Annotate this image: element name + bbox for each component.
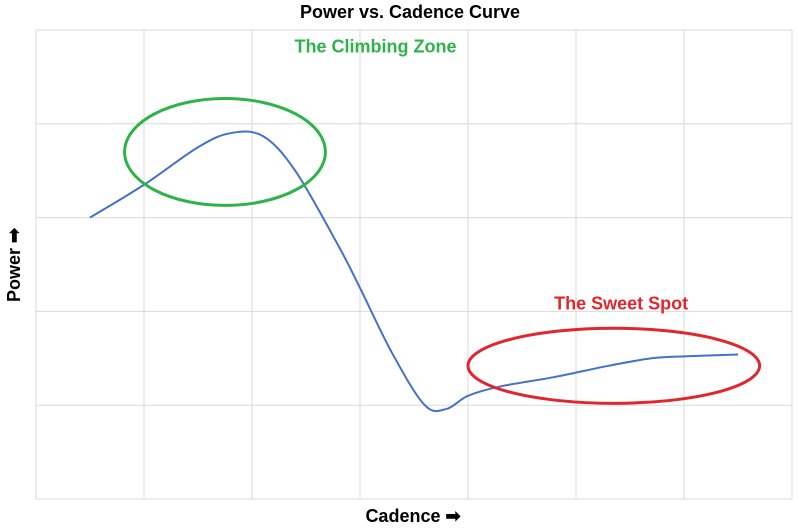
y-axis-label: Power ➡ [4,227,24,302]
annotation-ellipse-0 [123,96,327,207]
annotation-label-1: The Sweet Spot [554,293,688,313]
annotation-ellipse-1 [466,326,762,405]
series-layer [89,130,739,413]
annotation-label-0: The Climbing Zone [294,36,456,56]
grid [35,29,793,500]
annotations: The Climbing Zone The Sweet Spot [123,36,762,405]
series-line-0 [89,130,739,413]
chart-title: Power vs. Cadence Curve [300,2,520,22]
x-axis-label: Cadence ➡ [365,506,461,526]
